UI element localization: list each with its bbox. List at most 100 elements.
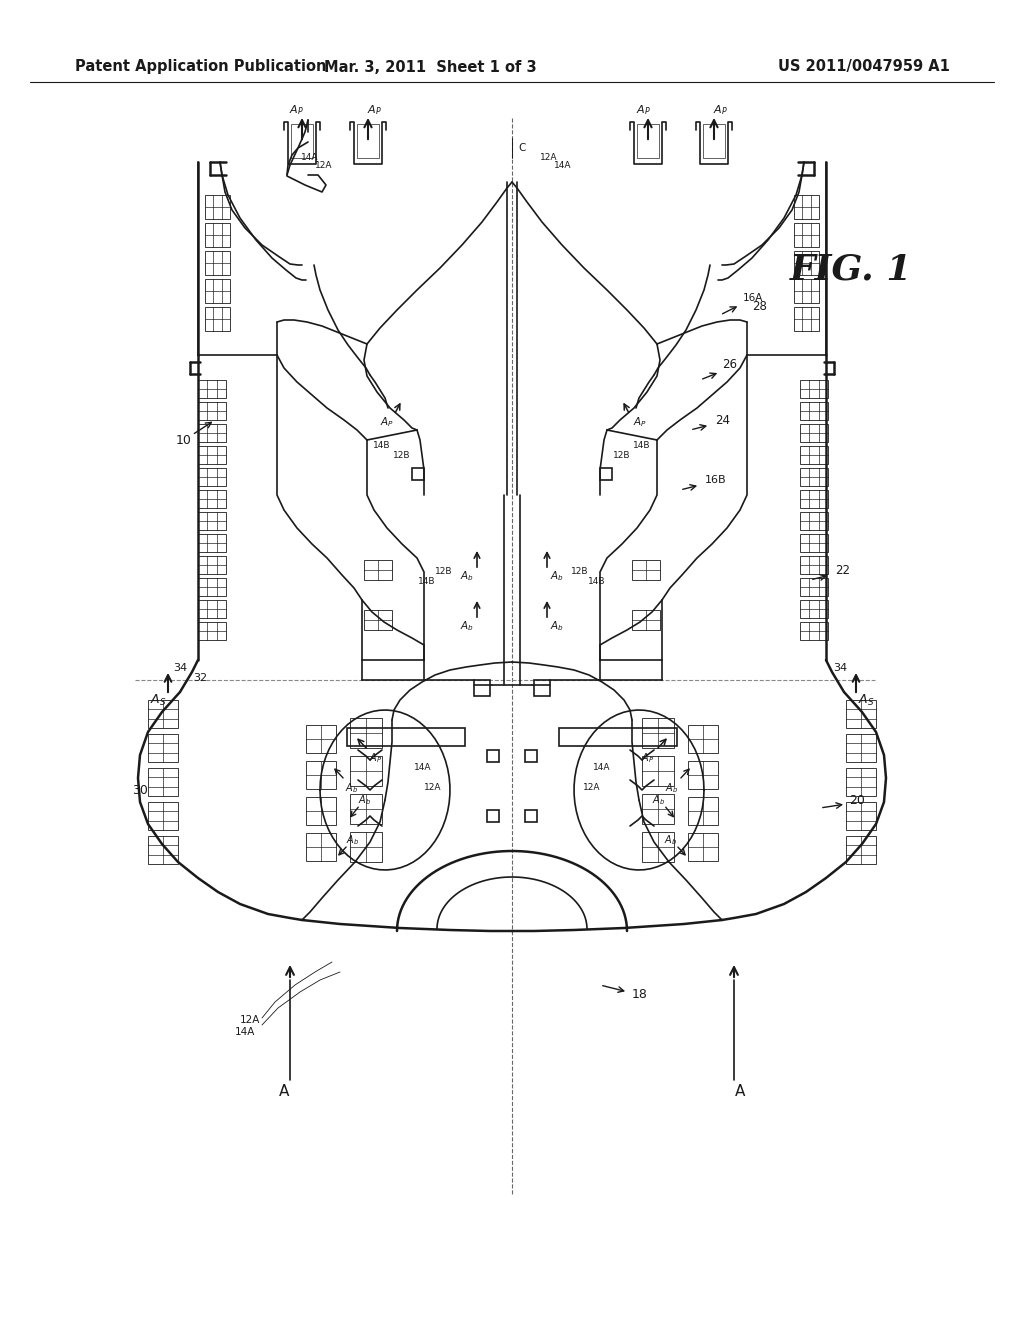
Bar	[642, 718, 674, 748]
Bar	[846, 734, 876, 762]
Bar	[347, 729, 465, 746]
Bar	[703, 124, 725, 158]
Bar	[306, 762, 336, 789]
Bar	[350, 718, 382, 748]
Bar	[846, 700, 876, 729]
Text: $A_S$: $A_S$	[858, 693, 874, 708]
Text: $A_b$: $A_b$	[652, 793, 666, 807]
Text: $A_b$: $A_b$	[346, 833, 359, 847]
Bar	[205, 251, 230, 275]
Text: Patent Application Publication: Patent Application Publication	[75, 59, 327, 74]
Text: 14B: 14B	[588, 578, 606, 586]
Bar	[800, 490, 828, 508]
Text: 24: 24	[715, 413, 730, 426]
Text: FIG. 1: FIG. 1	[790, 253, 912, 286]
Bar	[632, 610, 660, 630]
Bar	[637, 124, 659, 158]
Bar	[800, 469, 828, 486]
Bar	[148, 803, 178, 830]
Bar	[350, 756, 382, 785]
Bar	[688, 797, 718, 825]
Text: 12A: 12A	[314, 161, 332, 169]
Text: A: A	[735, 1085, 745, 1100]
Bar	[148, 768, 178, 796]
Bar	[487, 810, 499, 822]
Bar	[198, 578, 226, 597]
Text: $A_P$: $A_P$	[367, 103, 381, 117]
Bar	[291, 124, 313, 158]
Text: 12B: 12B	[393, 451, 411, 461]
Bar	[800, 403, 828, 420]
Text: 14B: 14B	[418, 578, 436, 586]
Bar	[148, 734, 178, 762]
Bar	[846, 836, 876, 865]
Text: $A_b$: $A_b$	[460, 619, 474, 632]
Text: 12A: 12A	[540, 153, 557, 162]
Bar	[794, 223, 819, 247]
Text: $A_b$: $A_b$	[460, 569, 474, 583]
Bar	[198, 622, 226, 640]
Bar	[600, 469, 612, 480]
Text: 26: 26	[722, 359, 737, 371]
Text: 16B: 16B	[705, 475, 727, 484]
Bar	[794, 308, 819, 331]
Bar	[642, 795, 674, 824]
Bar	[306, 797, 336, 825]
Bar	[357, 124, 379, 158]
Text: 12A: 12A	[240, 1015, 260, 1026]
Text: 14A: 14A	[414, 763, 431, 772]
Bar	[525, 750, 537, 762]
Text: 12B: 12B	[435, 568, 453, 577]
Bar	[794, 251, 819, 275]
Bar	[306, 833, 336, 861]
Bar	[559, 729, 677, 746]
Text: 14A: 14A	[593, 763, 610, 772]
Bar	[205, 279, 230, 304]
Bar	[800, 380, 828, 399]
Text: $A_P$: $A_P$	[370, 751, 383, 764]
Text: 12A: 12A	[583, 784, 600, 792]
Bar	[846, 803, 876, 830]
Bar	[198, 535, 226, 552]
Bar	[800, 622, 828, 640]
Text: $A_b$: $A_b$	[345, 781, 358, 795]
Bar	[198, 380, 226, 399]
Bar	[794, 279, 819, 304]
Text: US 2011/0047959 A1: US 2011/0047959 A1	[778, 59, 950, 74]
Bar	[198, 601, 226, 618]
Bar	[846, 768, 876, 796]
Bar	[800, 424, 828, 442]
Bar	[364, 610, 392, 630]
Text: 34: 34	[833, 663, 847, 673]
Text: $A_P$: $A_P$	[713, 103, 727, 117]
Text: 32: 32	[193, 673, 207, 682]
Bar	[534, 680, 550, 696]
Bar	[800, 535, 828, 552]
Text: 16A: 16A	[743, 293, 763, 304]
Text: 14B: 14B	[374, 441, 391, 450]
Text: 12B: 12B	[571, 568, 589, 577]
Text: $A_P$: $A_P$	[380, 414, 394, 429]
Bar	[198, 424, 226, 442]
Bar	[800, 601, 828, 618]
Text: 14A: 14A	[234, 1027, 255, 1038]
Bar	[198, 446, 226, 465]
Bar	[198, 490, 226, 508]
Bar	[205, 308, 230, 331]
Text: 14A: 14A	[554, 161, 571, 169]
Bar	[350, 832, 382, 862]
Bar	[198, 512, 226, 531]
Text: 34: 34	[173, 663, 187, 673]
Bar	[800, 512, 828, 531]
Bar	[688, 833, 718, 861]
Bar	[198, 403, 226, 420]
Text: 22: 22	[835, 564, 850, 577]
Bar	[364, 560, 392, 579]
Bar	[412, 469, 424, 480]
Bar	[474, 680, 490, 696]
Bar	[688, 725, 718, 752]
Text: 20: 20	[849, 793, 865, 807]
Text: C: C	[518, 143, 525, 153]
Bar	[525, 810, 537, 822]
Bar	[198, 556, 226, 574]
